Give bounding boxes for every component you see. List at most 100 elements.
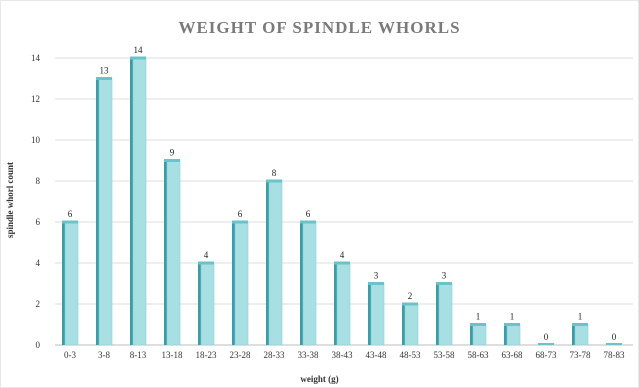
- bar-face: [506, 324, 521, 346]
- bar-side: [402, 304, 405, 345]
- bar-78-83: 0: [606, 332, 622, 345]
- data-label: 1: [578, 312, 583, 322]
- bar-3-8: 13: [96, 66, 113, 346]
- data-label: 6: [68, 209, 73, 219]
- bar-face: [98, 78, 113, 346]
- bar-top: [130, 56, 146, 60]
- bar-side: [232, 222, 235, 345]
- bar-top: [436, 282, 452, 285]
- bar-face: [370, 283, 385, 346]
- bar-side: [368, 283, 371, 345]
- bar-face: [268, 180, 283, 346]
- y-tick-label: 0: [36, 340, 41, 350]
- bar-top: [164, 159, 180, 162]
- bar-63-68: 1: [504, 312, 521, 346]
- data-label: 8: [272, 168, 277, 178]
- x-tick-label: 63-68: [502, 350, 523, 360]
- bar-top: [232, 220, 248, 224]
- x-tick-label: 53-58: [434, 350, 455, 360]
- bar-33-38: 6: [300, 209, 317, 346]
- bar-top: [504, 323, 520, 326]
- x-tick-label: 0-3: [64, 350, 76, 360]
- data-label: 0: [612, 332, 617, 342]
- bar-48-53: 2: [402, 291, 419, 346]
- bar-53-58: 3: [436, 271, 453, 346]
- bar-face: [64, 221, 79, 346]
- bar-face: [302, 221, 317, 346]
- x-axis-label: weight (g): [300, 374, 339, 384]
- y-tick-label: 4: [36, 258, 41, 268]
- data-label: 2: [408, 291, 413, 301]
- bar-top: [538, 343, 554, 345]
- bar-top: [572, 323, 588, 326]
- x-tick-label: 68-73: [536, 350, 557, 360]
- y-tick-label: 10: [31, 135, 41, 145]
- bar-side: [62, 222, 65, 345]
- y-tick-label: 6: [36, 217, 41, 227]
- bar-side: [96, 78, 99, 345]
- x-tick-label: 3-8: [98, 350, 110, 360]
- data-label: 13: [100, 66, 110, 76]
- bar-top: [402, 302, 418, 306]
- x-tick-label: 43-48: [366, 350, 387, 360]
- bar-side: [436, 283, 439, 345]
- bar-face: [166, 160, 181, 346]
- bar-side: [470, 324, 473, 345]
- x-tick-label: 23-28: [230, 350, 251, 360]
- data-label: 6: [238, 209, 243, 219]
- x-tick-label: 48-53: [400, 350, 421, 360]
- bar-73-78: 1: [572, 312, 589, 346]
- bar-face: [336, 262, 351, 346]
- bar-8-13: 14: [130, 45, 147, 346]
- bar-top: [606, 343, 622, 345]
- bar-side: [130, 58, 133, 345]
- y-tick-label: 2: [36, 299, 41, 309]
- x-tick-label: 58-63: [468, 350, 489, 360]
- bar-43-48: 3: [368, 271, 385, 346]
- bar-face: [472, 324, 487, 346]
- bar-side: [572, 324, 575, 345]
- x-tick-label: 38-43: [332, 350, 353, 360]
- bar-top: [198, 261, 214, 265]
- x-tick-label: 78-83: [604, 350, 625, 360]
- bar-side: [334, 263, 337, 345]
- data-label: 3: [442, 271, 447, 281]
- data-label: 6: [306, 209, 311, 219]
- data-label: 14: [134, 45, 144, 55]
- bar-side: [504, 324, 507, 345]
- bar-58-63: 1: [470, 312, 487, 346]
- data-label: 4: [340, 250, 345, 260]
- bar-top: [334, 261, 350, 265]
- bar-face: [200, 262, 215, 346]
- data-label: 0: [544, 332, 549, 342]
- bar-top: [368, 282, 384, 285]
- bar-side: [198, 263, 201, 345]
- bar-top: [470, 323, 486, 326]
- bar-68-73: 0: [538, 332, 554, 345]
- bar-top: [266, 179, 282, 183]
- bar-0-3: 6: [62, 209, 79, 346]
- bar-top: [96, 77, 112, 80]
- x-tick-label: 73-78: [570, 350, 591, 360]
- bar-28-33: 8: [266, 168, 283, 346]
- bar-face: [438, 283, 453, 346]
- y-tick-label: 8: [36, 176, 41, 186]
- bar-18-23: 4: [198, 250, 215, 346]
- data-label: 1: [476, 312, 481, 322]
- data-label: 1: [510, 312, 515, 322]
- bar-side: [266, 181, 269, 345]
- bar-face: [132, 57, 147, 346]
- bar-side: [300, 222, 303, 345]
- chart-title: WEIGHT OF SPINDLE WHORLS: [178, 18, 461, 37]
- bar-23-28: 6: [232, 209, 249, 346]
- data-label: 3: [374, 271, 379, 281]
- bar-side: [164, 160, 167, 345]
- bar-top: [62, 220, 78, 224]
- x-tick-label: 18-23: [196, 350, 217, 360]
- y-tick-label: 12: [31, 94, 40, 104]
- data-label: 9: [170, 148, 175, 158]
- bar-top: [300, 220, 316, 224]
- y-tick-label: 14: [31, 53, 41, 63]
- x-tick-label: 28-33: [264, 350, 285, 360]
